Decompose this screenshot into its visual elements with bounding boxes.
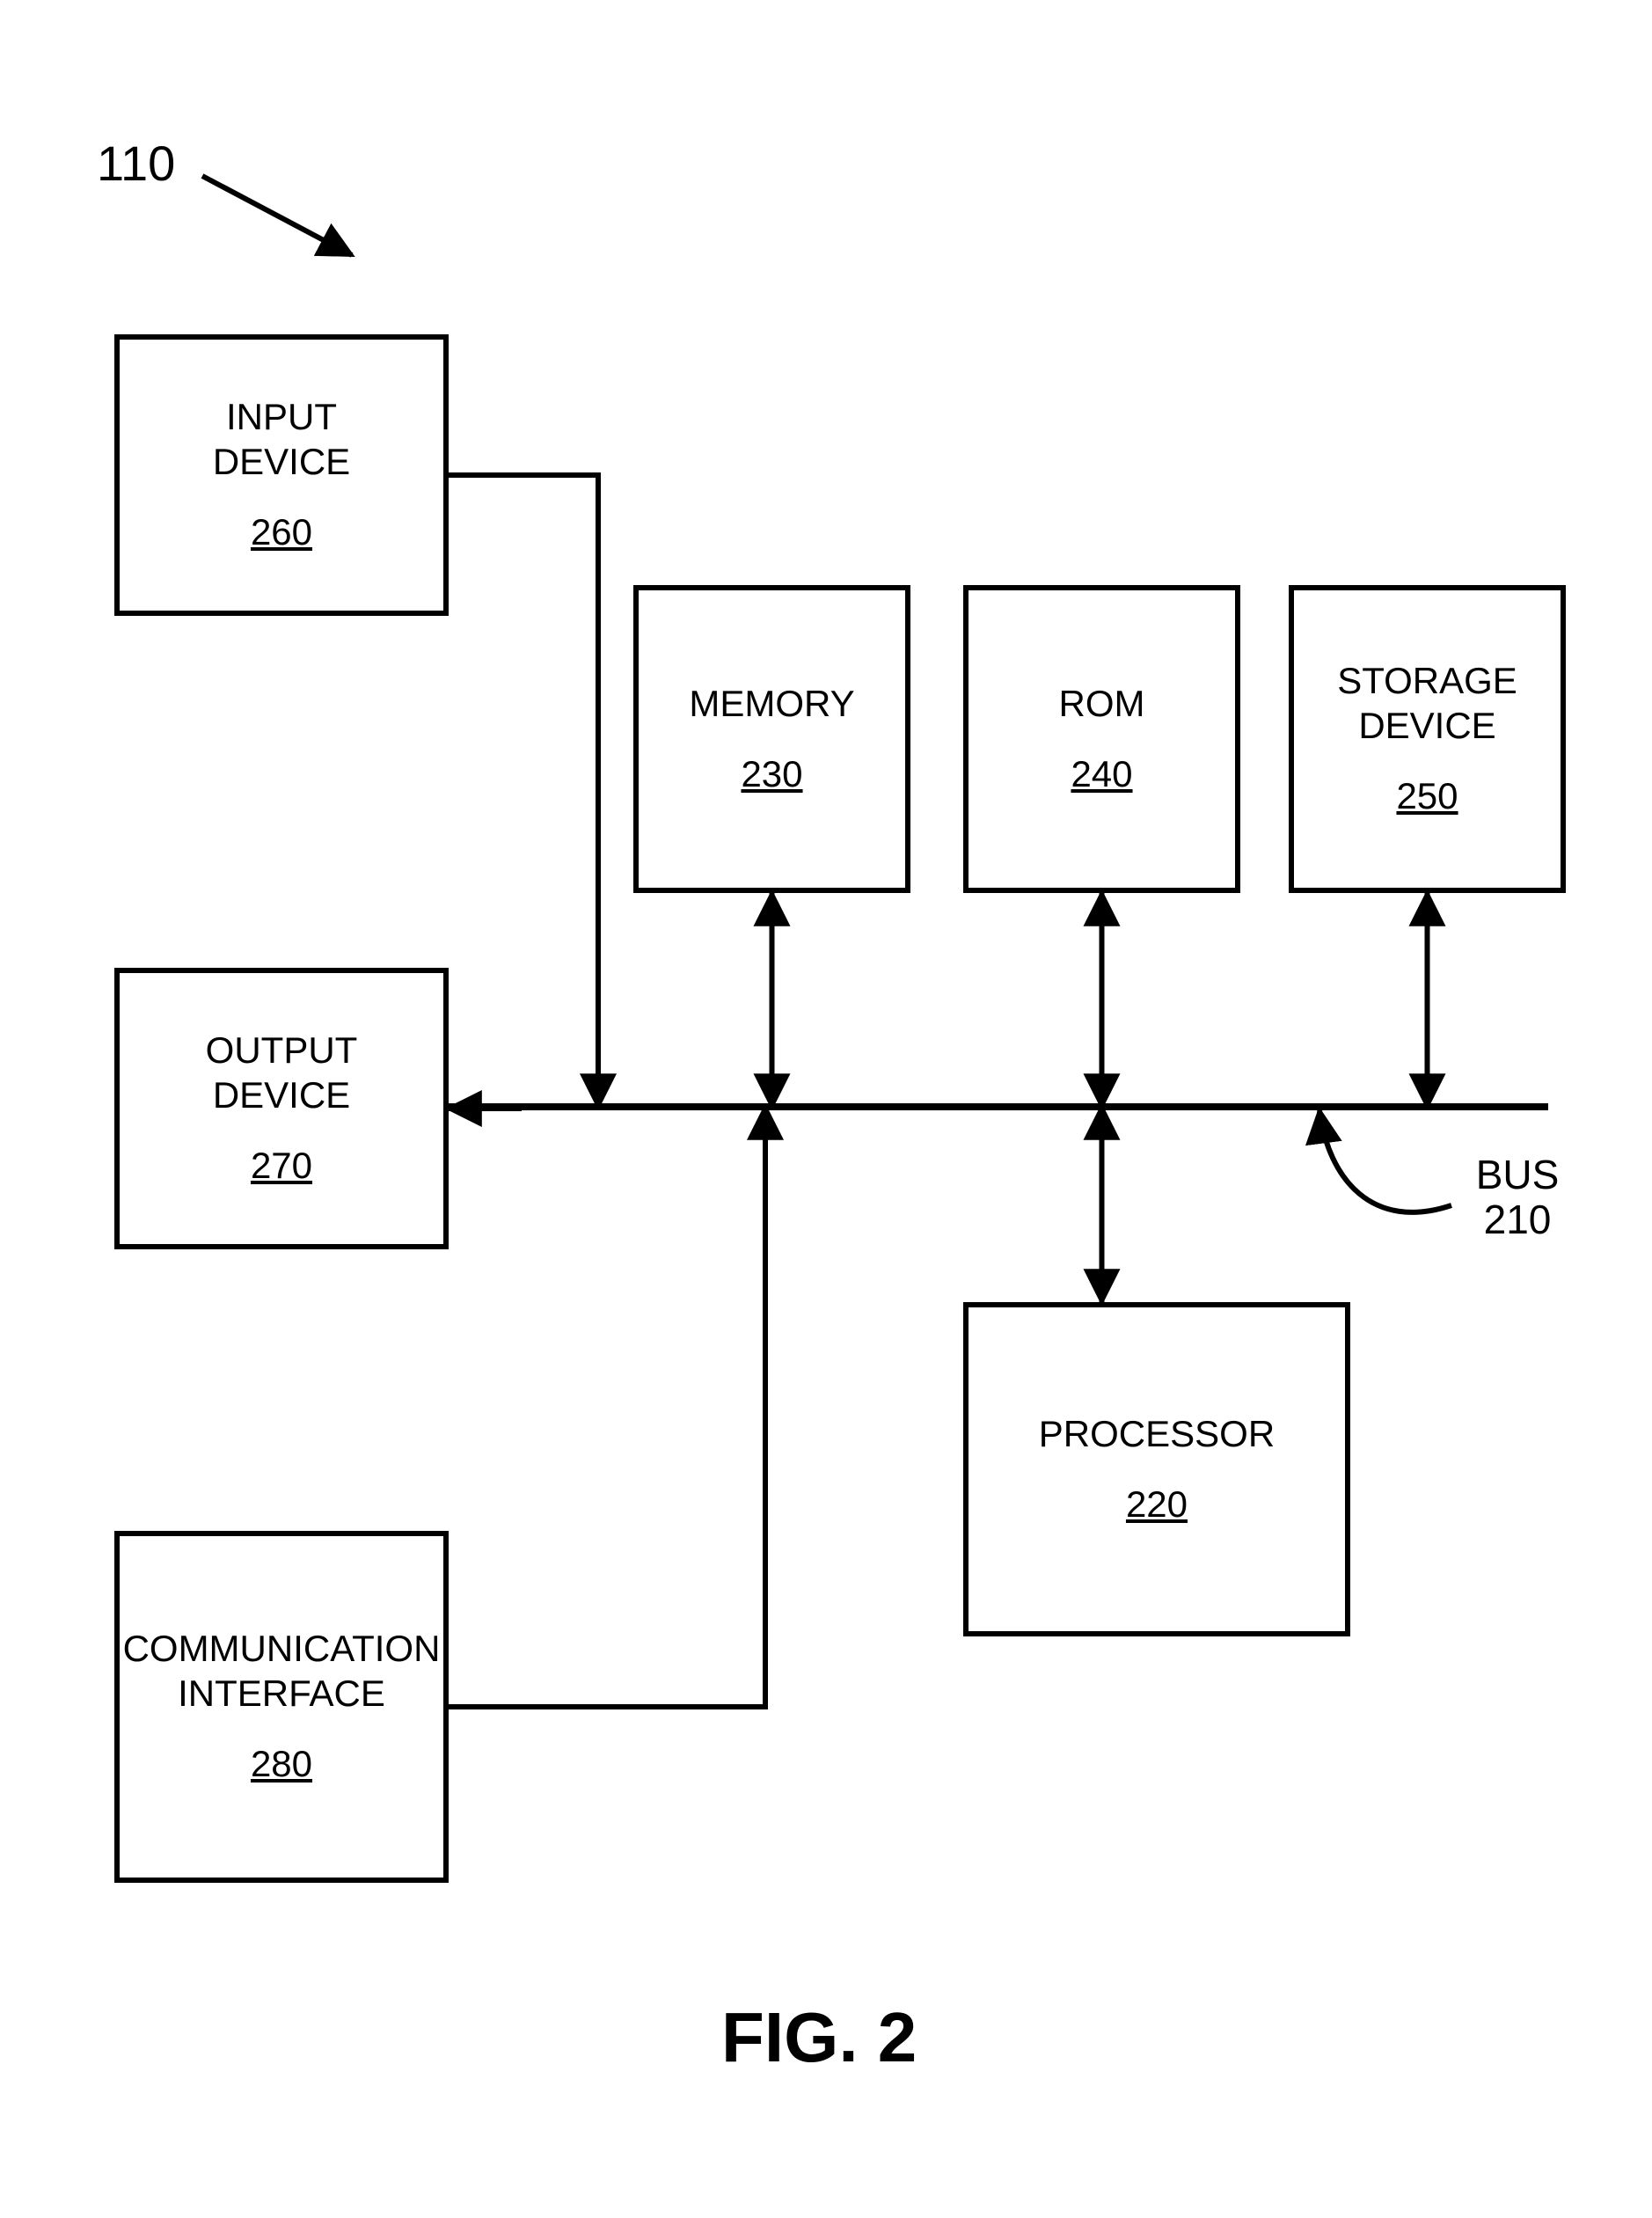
processor-number: 220 <box>1126 1482 1188 1526</box>
comm-if-box: COMMUNICATIONINTERFACE 280 <box>114 1531 449 1883</box>
processor-box: PROCESSOR 220 <box>963 1302 1350 1636</box>
comm-if-number: 280 <box>251 1742 312 1786</box>
output-device-label: DEVICE <box>213 1073 350 1117</box>
memory-label: MEMORY <box>689 682 854 726</box>
rom-box: ROM 240 <box>963 585 1240 893</box>
output-device-number: 270 <box>251 1144 312 1188</box>
output-device-label: OUTPUT <box>206 1028 358 1072</box>
input-device-label: INPUT <box>226 395 337 439</box>
processor-label: PROCESSOR <box>1039 1412 1275 1456</box>
output-device-box: OUTPUTDEVICE 270 <box>114 968 449 1249</box>
comm-if-label: INTERFACE <box>178 1672 385 1716</box>
comm-if-label: COMMUNICATION <box>123 1627 441 1671</box>
bus-label-number: 210 <box>1484 1197 1552 1242</box>
figure-ref-number: 110 <box>97 136 175 191</box>
input-device-label: DEVICE <box>213 440 350 484</box>
rom-label: ROM <box>1059 682 1145 726</box>
storage-number: 250 <box>1396 774 1458 818</box>
bus-label: BUS 210 <box>1451 1153 1583 1241</box>
input-device-number: 260 <box>251 510 312 554</box>
diagram-canvas: 110 BUS 210 FIG. 2 INPUTDEVICE260OUTPUTD… <box>0 0 1652 2218</box>
memory-box: MEMORY 230 <box>633 585 910 893</box>
input-device-box: INPUTDEVICE 260 <box>114 334 449 616</box>
storage-label: STORAGE <box>1337 659 1517 703</box>
figure-caption: FIG. 2 <box>721 1997 917 2078</box>
storage-box: STORAGEDEVICE 250 <box>1289 585 1566 893</box>
rom-number: 240 <box>1071 752 1132 796</box>
memory-number: 230 <box>741 752 802 796</box>
storage-label: DEVICE <box>1358 704 1495 748</box>
bus-label-text: BUS <box>1476 1152 1560 1197</box>
